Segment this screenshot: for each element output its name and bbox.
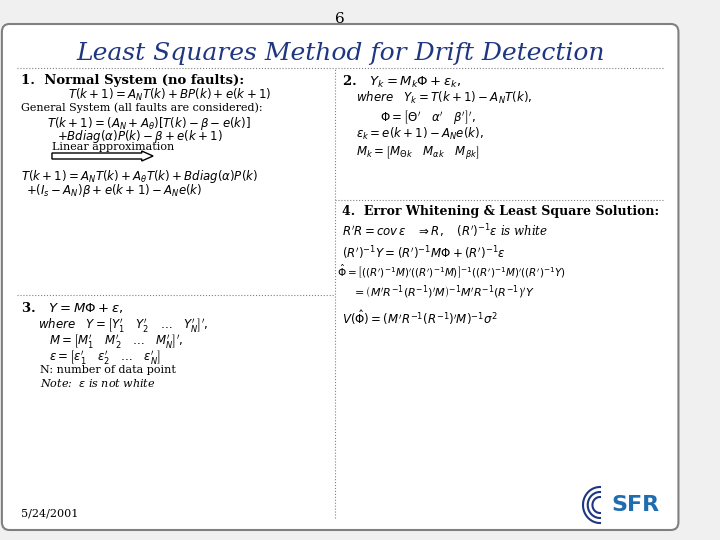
Text: $\Phi = \left[\Theta' \quad \alpha' \quad \beta'\right]',$: $\Phi = \left[\Theta' \quad \alpha' \qua… [380, 108, 476, 126]
Text: $(R')^{-1}Y = (R')^{-1} M\Phi + (R')^{-1}\varepsilon$: $(R')^{-1}Y = (R')^{-1} M\Phi + (R')^{-1… [342, 244, 505, 261]
Text: SFR: SFR [611, 495, 660, 515]
Text: 6: 6 [336, 12, 345, 26]
Text: $+ Bdiag(\alpha)P(k) - \beta + e(k+1)$: $+ Bdiag(\alpha)P(k) - \beta + e(k+1)$ [57, 128, 222, 145]
Text: $\varepsilon = \left[\varepsilon_1' \quad \varepsilon_2' \quad \ldots \quad \var: $\varepsilon = \left[\varepsilon_1' \qua… [49, 348, 161, 366]
Text: 5/24/2001: 5/24/2001 [21, 508, 78, 518]
Text: $where \quad Y_k = T(k+1) - A_N T(k),$: $where \quad Y_k = T(k+1) - A_N T(k),$ [356, 90, 533, 106]
Text: $V(\hat{\Phi}) = \left(M'R^{-1}(R^{-1})'M\right)^{-1}\sigma^2$: $V(\hat{\Phi}) = \left(M'R^{-1}(R^{-1})'… [342, 308, 498, 327]
Text: Linear approximation: Linear approximation [52, 142, 174, 152]
Text: N: number of data point: N: number of data point [40, 365, 176, 375]
Text: $M_k = \left[M_{\Theta k} \quad M_{\alpha k} \quad M_{\beta k}\right]$: $M_k = \left[M_{\Theta k} \quad M_{\alph… [356, 144, 480, 161]
Text: Least Squares Method for Drift Detection: Least Squares Method for Drift Detection [76, 42, 604, 65]
Text: $M = \left[M_1' \quad M_2' \quad \ldots \quad M_N'\right]',$: $M = \left[M_1' \quad M_2' \quad \ldots … [49, 332, 184, 350]
Text: Note:  $\varepsilon$ is not white: Note: $\varepsilon$ is not white [40, 377, 156, 389]
Text: $\hat{\Phi} = \left[((R')^{-1}M)'((R')^{-1}M)\right]^{-1}((R')^{-1}M)'((R')^{-1}: $\hat{\Phi} = \left[((R')^{-1}M)'((R')^{… [338, 262, 566, 280]
Text: $R'R = cov\,\varepsilon \quad \Rightarrow R, \quad (R')^{-1}\varepsilon$ is whit: $R'R = cov\,\varepsilon \quad \Rightarro… [342, 222, 548, 240]
Text: $+(I_s - A_N)\beta + e(k+1) - A_N e(k)$: $+(I_s - A_N)\beta + e(k+1) - A_N e(k)$ [25, 182, 202, 199]
Text: $\varepsilon_k = e(k+1) - A_N e(k),$: $\varepsilon_k = e(k+1) - A_N e(k),$ [356, 126, 484, 142]
Text: $T(k+1) = A_N T(k) + A_\theta T(k) + Bdiag(\alpha)P(k)$: $T(k+1) = A_N T(k) + A_\theta T(k) + Bdi… [21, 168, 258, 185]
Text: $T(k+1) = A_N T(k) + BP(k) + e(k+1)$: $T(k+1) = A_N T(k) + BP(k) + e(k+1)$ [68, 87, 271, 103]
Text: $where \quad Y = \left[Y_1' \quad Y_2' \quad \ldots \quad Y_N'\right]',$: $where \quad Y = \left[Y_1' \quad Y_2' \… [37, 316, 208, 334]
FancyBboxPatch shape [2, 24, 678, 530]
Text: 4.  Error Whitening & Least Square Solution:: 4. Error Whitening & Least Square Soluti… [342, 205, 660, 218]
Text: General System (all faults are considered):: General System (all faults are considere… [21, 102, 262, 112]
Text: $T(k+1) = (A_N + A_\theta)[T(k) - \beta - e(k)]$: $T(k+1) = (A_N + A_\theta)[T(k) - \beta … [48, 115, 251, 132]
Text: 1.  Normal System (no faults):: 1. Normal System (no faults): [21, 74, 244, 87]
FancyArrow shape [52, 151, 153, 161]
Text: 2.   $Y_k = M_k \Phi + \varepsilon_k,$: 2. $Y_k = M_k \Phi + \varepsilon_k,$ [342, 74, 462, 90]
Text: 3.   $Y = M\Phi + \varepsilon,$: 3. $Y = M\Phi + \varepsilon,$ [21, 300, 123, 315]
Text: $= \left(M'R^{-1}(R^{-1})'M\right)^{-1} M'R^{-1}(R^{-1})'Y$: $= \left(M'R^{-1}(R^{-1})'M\right)^{-1} … [351, 284, 534, 301]
